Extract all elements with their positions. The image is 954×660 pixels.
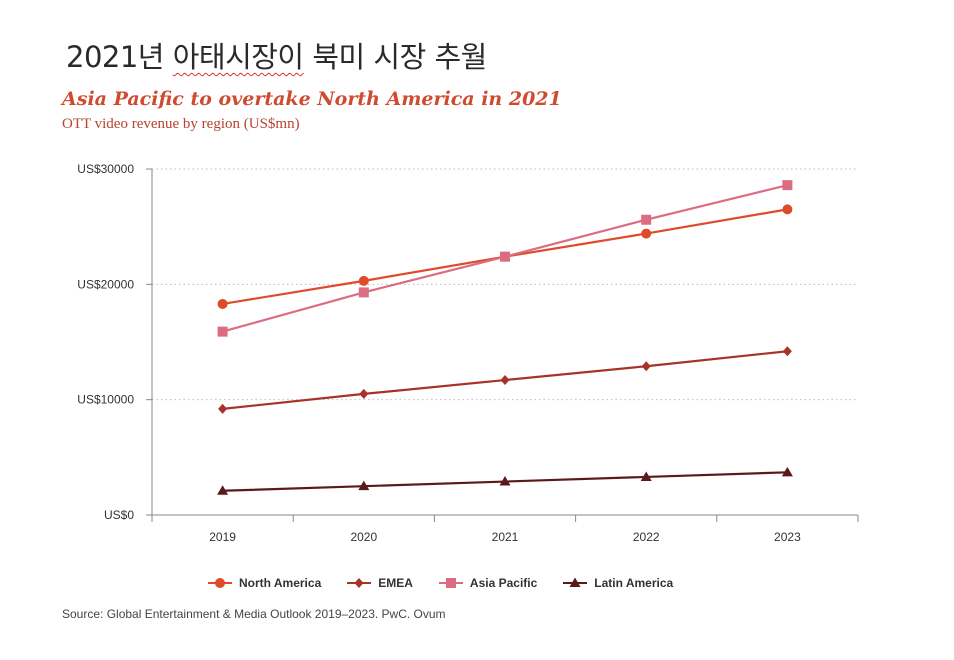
slide-title-underlined: 아태시장이 [172, 40, 304, 74]
y-tick-label: US$20000 [77, 277, 134, 291]
data-point-asia-pacific [500, 251, 510, 262]
line-chart: US$0 US$10000 US$20000 US$30000 2019 2020 2021… [77, 162, 859, 544]
data-point-emea [641, 361, 651, 372]
legend-marker-asia-pacific [445, 578, 456, 588]
legend-marker-north-america [215, 578, 225, 588]
legend-item-emea: EMEA [347, 576, 413, 590]
slide-title-prefix: 2021년 [66, 40, 173, 74]
legend-swatch-latin-america [563, 577, 588, 587]
data-point-latin-america [640, 471, 652, 481]
legend-label: Latin America [594, 576, 674, 590]
data-point-emea [500, 375, 510, 386]
slide-title-suffix: 북미 시장 추월 [303, 40, 487, 74]
data-point-north-america [358, 275, 369, 286]
x-tick-label: 2021 [492, 530, 519, 544]
data-point-emea [218, 403, 228, 414]
series-emea [218, 346, 792, 414]
data-point-north-america [641, 228, 652, 239]
data-point-north-america [782, 204, 793, 215]
x-tick-label: 2022 [633, 530, 660, 544]
data-point-asia-pacific [641, 214, 652, 225]
legend-swatch-asia-pacific [438, 578, 463, 588]
x-tick-label: 2020 [350, 530, 377, 544]
x-tick-label: 2023 [774, 530, 801, 544]
y-tick-label: US$10000 [77, 393, 134, 407]
chart-title: Asia Pacific to overtake North America i… [62, 88, 562, 110]
data-point-latin-america [781, 466, 793, 477]
legend-label: EMEA [378, 576, 413, 590]
legend-item-north-america: North America [208, 576, 321, 590]
legend-marker-emea [354, 578, 364, 588]
x-tick-label: 2019 [209, 530, 236, 544]
data-point-emea [359, 388, 369, 399]
data-point-north-america [217, 298, 228, 309]
data-point-latin-america [358, 480, 370, 491]
chart-legend: North America EMEA Asia Pacific Latin Ameri… [208, 576, 673, 590]
legend-swatch-north-america [208, 578, 232, 588]
y-tick-label: US$0 [104, 508, 134, 522]
data-point-latin-america [499, 476, 511, 486]
data-point-latin-america [217, 485, 229, 495]
source-note: Source: Global Entertainment & Media Out… [62, 607, 446, 621]
legend-label: Asia Pacific [469, 576, 538, 590]
legend-label: North America [239, 576, 322, 590]
legend-item-latin-america: Latin America [563, 576, 673, 590]
data-point-asia-pacific [358, 287, 369, 298]
y-tick-label: US$30000 [77, 162, 134, 176]
slide-title: 2021년 아태시장이 북미 시장 추월 [66, 34, 487, 76]
legend-marker-latin-america [569, 577, 581, 587]
data-point-asia-pacific [782, 180, 793, 191]
data-point-asia-pacific [217, 326, 228, 337]
series-asia-pacific [217, 180, 793, 337]
legend-item-asia-pacific: Asia Pacific [438, 576, 538, 590]
data-point-emea [782, 346, 792, 357]
legend-swatch-emea [347, 578, 372, 588]
series-latin-america [217, 466, 793, 495]
chart-subtitle: OTT video revenue by region (US$mn) [62, 116, 300, 132]
